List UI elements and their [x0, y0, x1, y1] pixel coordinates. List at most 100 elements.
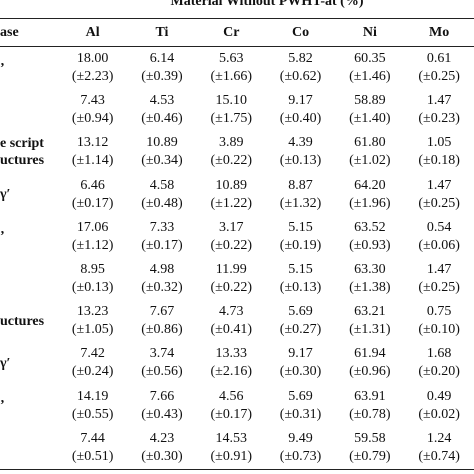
- table-cell: 7.66 (±0.43): [127, 388, 196, 424]
- cell-value: 0.49: [426, 388, 452, 404]
- cell-error: (±0.17): [141, 237, 183, 253]
- table-row: γ′ 6.46 (±0.17) 4.58 (±0.48) 10.89 (±1.22) 8.87…: [0, 174, 474, 216]
- cell-value: 5.15: [288, 219, 313, 235]
- cell-value: 7.33: [149, 219, 175, 235]
- table-cell: 8.95 (±0.13): [58, 261, 127, 297]
- cell-value: 1.47: [426, 93, 452, 109]
- cell-value: 0.61: [426, 51, 452, 67]
- cell-value: 64.20: [354, 177, 386, 193]
- table-row: 7.44 (±0.51) 4.23 (±0.30) 14.53 (±0.91) 9.49 (±…: [0, 427, 474, 469]
- table-cell: 1.47 (±0.23): [404, 92, 473, 128]
- cell-error: (±0.23): [418, 111, 460, 127]
- cell-error: (±0.25): [418, 195, 460, 211]
- cell-error: (±0.25): [418, 280, 460, 296]
- cell-error: (±0.46): [141, 111, 183, 127]
- cell-value: 63.30: [354, 262, 386, 278]
- table-cell: 1.47 (±0.25): [404, 177, 473, 213]
- cell-value: 15.10: [215, 93, 247, 109]
- cell-value: 0.54: [426, 219, 452, 235]
- cell-value: 14.19: [76, 388, 109, 404]
- cell-error: (±1.12): [71, 237, 114, 253]
- cell-value: 63.21: [354, 304, 386, 320]
- table-cell: 6.14 (±0.39): [127, 50, 196, 86]
- cell-value: 9.17: [288, 346, 313, 362]
- table-cell: 58.89 (±1.40): [335, 92, 404, 128]
- table-cell: 4.39 (±0.13): [266, 134, 335, 170]
- table-cell: 60.35 (±1.46): [335, 50, 404, 86]
- table-cell: 8.87 (±1.32): [266, 177, 335, 213]
- table-cell: 3.17 (±0.22): [197, 219, 266, 255]
- table-cell: 59.58 (±0.79): [335, 430, 404, 466]
- header-cell: Ni: [362, 24, 377, 40]
- table-cell: 3.74 (±0.56): [127, 345, 196, 381]
- row-label: e script uctures: [0, 135, 58, 169]
- cell-value: 11.99: [215, 262, 247, 278]
- cell-value: 8.87: [288, 177, 313, 193]
- cell-error: (±0.13): [279, 153, 322, 169]
- cell-value: 4.56: [218, 388, 244, 404]
- table-cell: 7.67 (±0.86): [127, 303, 196, 339]
- cell-value: 5.69: [288, 388, 313, 404]
- cell-value: 61.80: [354, 135, 386, 151]
- table-cell: 5.69 (±0.31): [266, 388, 335, 424]
- table: ase Al Ti Cr Co Ni Mo ’ 18.00 (±2.23) 6.14 (±0.39) 5…: [0, 18, 474, 470]
- cell-value: 5.69: [288, 304, 313, 320]
- cell-value: 1.47: [426, 177, 452, 193]
- row-label: ’: [0, 397, 58, 414]
- cell-error: (±0.10): [418, 322, 460, 338]
- cell-value: 4.23: [149, 430, 175, 446]
- cell-error: (±0.56): [141, 364, 183, 380]
- table-cell: 64.20 (±1.96): [335, 177, 404, 213]
- table-cell: 6.46 (±0.17): [58, 177, 127, 213]
- table-cell: 5.15 (±0.19): [266, 219, 335, 255]
- cell-error: (±1.96): [349, 195, 391, 211]
- label-line: ’: [0, 229, 5, 245]
- table-cell: 9.49 (±0.73): [266, 430, 335, 466]
- cell-error: (±1.05): [71, 322, 114, 338]
- table-cell: 7.33 (±0.17): [127, 219, 196, 255]
- cell-error: (±0.22): [210, 153, 252, 169]
- cell-value: 4.53: [149, 93, 175, 109]
- cell-value: 5.63: [218, 51, 244, 67]
- cell-value: 8.95: [80, 262, 105, 278]
- table-cell: 5.69 (±0.27): [266, 303, 335, 339]
- table-row: 8.95 (±0.13) 4.98 (±0.32) 11.99 (±0.22) 5.15 (±…: [0, 258, 474, 300]
- table-cell: 4.98 (±0.32): [127, 261, 196, 297]
- cell-error: (±0.78): [349, 406, 391, 422]
- cell-value: 3.74: [149, 346, 175, 362]
- table-row: 7.43 (±0.94) 4.53 (±0.46) 15.10 (±1.75) 9.17 (±…: [0, 89, 474, 131]
- cell-value: 1.24: [426, 430, 452, 446]
- row-label: ’: [0, 60, 58, 77]
- label-line: ’: [0, 398, 5, 414]
- table-cell: 4.73 (±0.41): [197, 303, 266, 339]
- cell-error: (±1.46): [349, 69, 391, 85]
- cell-error: (±0.34): [141, 153, 183, 169]
- cell-value: 7.43: [80, 93, 105, 109]
- cell-value: 63.91: [354, 388, 386, 404]
- cell-error: (±0.06): [418, 237, 460, 253]
- cell-error: (±0.24): [71, 364, 114, 380]
- cell-value: 3.89: [218, 135, 244, 151]
- cell-error: (±0.18): [418, 153, 460, 169]
- cell-value: 61.94: [354, 346, 386, 362]
- cell-error: (±1.02): [349, 153, 391, 169]
- cell-error: (±0.31): [279, 406, 322, 422]
- header-cell: Mo: [429, 24, 450, 40]
- table-cell: 0.61 (±0.25): [404, 50, 473, 86]
- cell-error: (±0.86): [141, 322, 183, 338]
- table-cell: 7.44 (±0.51): [58, 430, 127, 466]
- row-label: γ′: [0, 355, 58, 372]
- table-cell: 0.75 (±0.10): [404, 303, 473, 339]
- cell-value: 7.67: [149, 304, 175, 320]
- table-row: ’ 17.06 (±1.12) 7.33 (±0.17) 3.17 (±0.22) 5.15 (…: [0, 216, 474, 258]
- table-row: uctures 13.23 (±1.05) 7.67 (±0.86) 4.73 (±0.41…: [0, 300, 474, 342]
- header-cell: Al: [85, 24, 100, 40]
- table-row: e script uctures 13.12 (±1.14) 10.89 (±0.34) 3…: [0, 131, 474, 173]
- table-cell: 14.19 (±0.55): [58, 388, 127, 424]
- cell-value: 13.12: [76, 135, 109, 151]
- cell-value: 63.52: [354, 219, 386, 235]
- table-cell: 1.24 (±0.74): [404, 430, 473, 466]
- cell-value: 10.89: [215, 177, 247, 193]
- cell-error: (±0.40): [279, 111, 322, 127]
